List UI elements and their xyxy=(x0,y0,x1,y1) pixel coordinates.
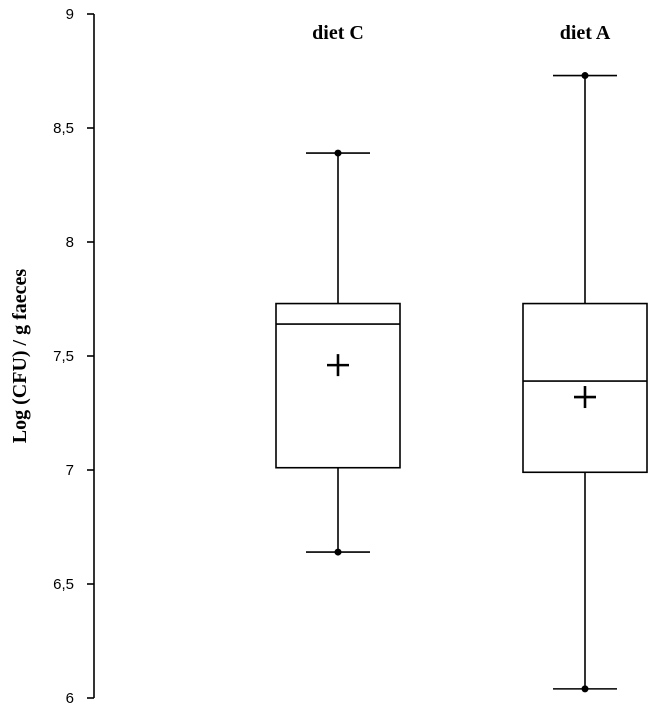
y-tick-label: 6,5 xyxy=(53,576,74,593)
iqr-box xyxy=(275,302,401,469)
min-point xyxy=(334,548,342,556)
max-point xyxy=(581,72,589,80)
mean-marker xyxy=(327,354,349,377)
box-series: diet C diet A xyxy=(275,22,648,693)
max-point xyxy=(334,149,342,157)
y-tick-label: 8,5 xyxy=(53,120,74,137)
group-label: diet C xyxy=(312,22,364,44)
y-axis-label: Log (CFU) / g faeces xyxy=(9,269,31,444)
min-point xyxy=(581,685,589,693)
box-group: diet A xyxy=(522,22,648,693)
y-tick-label: 9 xyxy=(66,6,74,23)
mean-marker xyxy=(574,386,596,409)
box-group: diet C xyxy=(275,22,401,556)
y-axis-ticks: 6 6,5 7 7,5 8 8,5 9 xyxy=(53,6,94,707)
group-label: diet A xyxy=(560,22,611,44)
y-tick-label: 7,5 xyxy=(53,348,74,365)
y-tick-label: 8 xyxy=(66,234,74,251)
y-tick-label: 7 xyxy=(66,462,74,479)
y-tick-label: 6 xyxy=(66,690,74,707)
